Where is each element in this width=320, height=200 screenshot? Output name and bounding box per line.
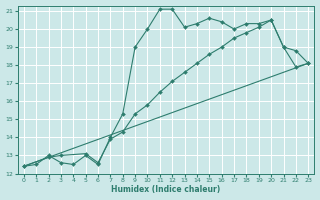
X-axis label: Humidex (Indice chaleur): Humidex (Indice chaleur) [111, 185, 221, 194]
